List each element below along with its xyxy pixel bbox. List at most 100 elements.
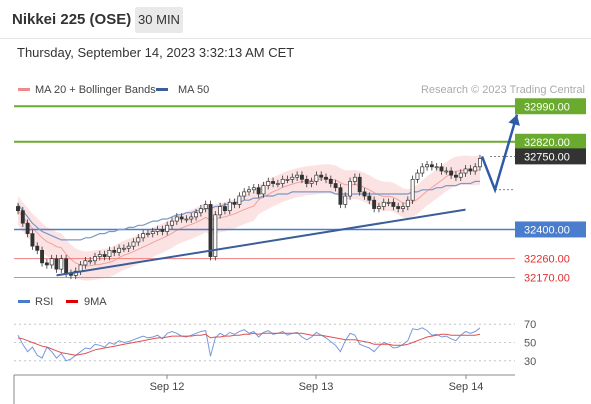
candle-body xyxy=(218,206,223,216)
candle-body xyxy=(285,178,290,181)
header-divider xyxy=(0,38,591,39)
projection-arrow xyxy=(480,114,520,194)
candle-body xyxy=(97,254,102,257)
candle-body xyxy=(463,168,468,174)
level-label-bg-32820 xyxy=(515,133,586,150)
candle-body xyxy=(348,181,353,197)
legend-swatch-ma20 xyxy=(18,88,30,91)
candle-body xyxy=(328,178,333,184)
candle-body xyxy=(251,187,256,191)
level-label-bg-32750 xyxy=(515,148,586,165)
candle-body xyxy=(367,195,372,201)
candle-body xyxy=(107,249,112,257)
candle-body xyxy=(227,201,232,212)
candle-body xyxy=(88,260,93,263)
candle-body xyxy=(198,208,203,214)
level-label-32750: 32750.00 xyxy=(524,151,570,163)
candle-body xyxy=(261,185,266,195)
candle-body xyxy=(401,206,405,209)
level-labels: 32990.00 32820.00 32750.00 32400.00 32260.00… xyxy=(515,98,586,284)
candle-body xyxy=(93,256,97,262)
candle-body xyxy=(40,249,45,264)
candle-body xyxy=(372,199,377,209)
candle-body xyxy=(64,258,69,274)
candle-body xyxy=(184,218,189,221)
level-label-32990: 32990.00 xyxy=(524,101,570,113)
x-tick-label: Sep 14 xyxy=(449,381,484,393)
ma50-line xyxy=(17,180,480,241)
candle-body xyxy=(324,176,328,180)
candle-body xyxy=(333,183,338,189)
candle-body xyxy=(44,262,49,266)
level-label-32400: 32400.00 xyxy=(524,224,570,236)
legend-label-ma20: MA 20 + Bollinger Bands xyxy=(35,84,156,96)
candle-body xyxy=(439,166,444,172)
candlesticks xyxy=(16,154,482,280)
rsi-panel: 70 50 30 xyxy=(14,319,536,368)
candle-body xyxy=(357,176,362,193)
candle-body xyxy=(54,258,59,270)
legend-label-ma50: MA 50 xyxy=(178,84,209,96)
candle-body xyxy=(280,178,285,184)
trendline xyxy=(56,208,466,277)
candle-body xyxy=(222,206,227,212)
candle-body xyxy=(16,206,20,212)
candle-body xyxy=(256,187,261,195)
timeframe-badge[interactable]: 30 MIN xyxy=(135,7,183,33)
candle-body xyxy=(362,191,367,197)
timestamp: Thursday, September 14, 2023 3:32:13 AM … xyxy=(17,45,295,60)
candle-body xyxy=(83,260,88,266)
candle-body xyxy=(478,158,482,168)
candle-body xyxy=(203,204,208,209)
candle-body xyxy=(271,181,276,184)
projection-path xyxy=(480,114,519,194)
level-label-32170: 32170.00 xyxy=(524,272,570,284)
candle-body xyxy=(131,241,136,247)
candle-body xyxy=(247,189,251,193)
candle-body xyxy=(194,212,199,218)
candle-body xyxy=(237,195,242,205)
candle-body xyxy=(78,264,83,272)
candle-body xyxy=(473,166,478,172)
candle-body xyxy=(434,166,439,169)
candle-body xyxy=(59,258,64,270)
candle-body xyxy=(35,245,40,251)
candle-body xyxy=(121,247,126,250)
x-tick-label: Sep 13 xyxy=(299,381,334,393)
candle-body xyxy=(170,220,174,226)
candle-body xyxy=(145,233,150,235)
candle-body xyxy=(444,170,449,173)
candle-body xyxy=(25,222,30,234)
candle-body xyxy=(420,166,425,174)
legend-swatch-9ma xyxy=(66,300,78,303)
candle-body xyxy=(338,187,343,205)
candle-body xyxy=(453,174,458,178)
legend-swatch-ma50 xyxy=(156,88,168,91)
legend-swatch-rsi xyxy=(18,300,30,303)
candle-body xyxy=(314,174,319,182)
candle-body xyxy=(275,183,280,185)
level-label-32820: 32820.00 xyxy=(524,137,570,149)
support-trendline xyxy=(56,208,466,277)
candle-body xyxy=(141,233,146,239)
candle-body xyxy=(391,201,396,207)
candle-body xyxy=(155,229,160,232)
candle-body xyxy=(126,245,131,249)
ma50-polyline xyxy=(17,180,480,241)
instrument-title: Nikkei 225 (OSE) xyxy=(12,11,132,28)
rsi-9ma-line xyxy=(17,332,481,356)
price-levels xyxy=(14,105,515,278)
candle-body xyxy=(174,216,179,222)
legend-label-9ma: 9MA xyxy=(84,296,107,308)
projection-arrowhead xyxy=(508,114,520,126)
candle-body xyxy=(381,201,386,207)
rsi-tick-50: 50 xyxy=(524,338,536,350)
candle-body xyxy=(319,174,324,178)
rsi-tick-30: 30 xyxy=(524,356,536,368)
copyright-text: Research © 2023 Trading Central xyxy=(421,84,585,96)
candle-body xyxy=(449,170,454,176)
candle-body xyxy=(165,224,170,232)
candle-body xyxy=(468,168,473,172)
candle-body xyxy=(425,164,430,168)
